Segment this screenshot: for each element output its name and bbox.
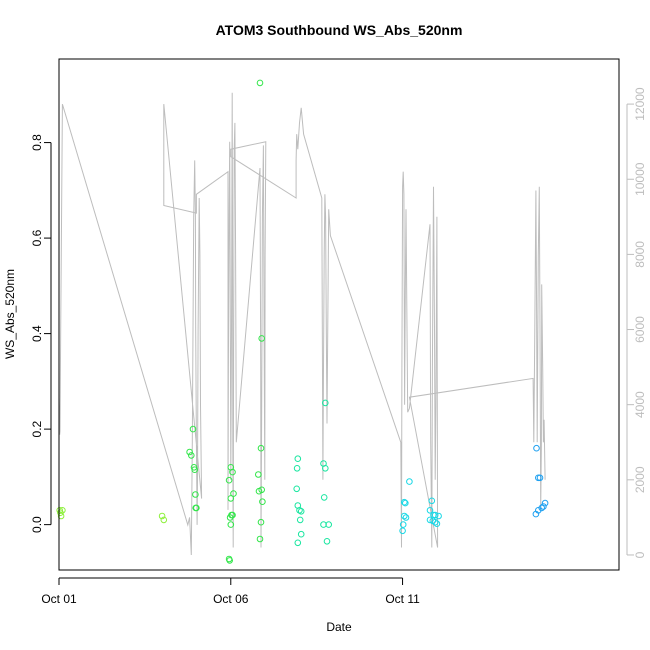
- data-point: [254, 471, 262, 478]
- data-point: [426, 507, 434, 514]
- data-point: [256, 79, 264, 87]
- y-tick-label: 0.8: [30, 134, 44, 151]
- data-point: [322, 465, 329, 472]
- data-point: [188, 452, 195, 459]
- data-point: [294, 539, 302, 547]
- y2-axis: 0 2000 4000 6000 8000 10000 12000: [626, 87, 647, 558]
- data-point: [160, 516, 168, 524]
- data-point: [294, 455, 302, 463]
- y-tick-label: 0.6: [30, 229, 44, 246]
- data-point: [297, 530, 305, 538]
- data-point: [259, 498, 266, 506]
- data-point: [59, 507, 66, 514]
- plot-border: [58, 58, 620, 571]
- data-point: [256, 535, 264, 543]
- data-point: [193, 504, 200, 512]
- y2-tick-label: 8000: [633, 241, 647, 268]
- data-point: [426, 516, 434, 524]
- data-point: [297, 508, 305, 515]
- data-point: [320, 494, 328, 501]
- data-point: [257, 444, 265, 452]
- data-point: [296, 516, 304, 524]
- data-points: [56, 79, 549, 564]
- data-point: [428, 497, 436, 505]
- data-point: [325, 521, 333, 528]
- data-point: [401, 498, 408, 506]
- y-axis-label: WS_Abs_520nm: [3, 269, 17, 359]
- data-point: [226, 557, 233, 564]
- data-point: [435, 512, 442, 520]
- y2-tick-label: 2000: [633, 466, 647, 493]
- data-point: [227, 495, 235, 502]
- data-point: [322, 399, 329, 407]
- altitude-line: [58, 92, 546, 556]
- data-point: [402, 499, 409, 507]
- data-point: [191, 466, 198, 474]
- x-tick-label: Oct 11: [385, 592, 420, 606]
- data-point: [536, 474, 544, 482]
- x-axis-label: Date: [326, 620, 352, 634]
- data-point: [540, 503, 547, 510]
- data-point: [401, 512, 408, 520]
- data-point: [402, 514, 410, 521]
- data-point: [229, 468, 236, 476]
- data-point: [189, 425, 197, 433]
- x-tick-label: Oct 06: [213, 592, 249, 606]
- y2-tick-label: 12000: [633, 87, 647, 121]
- data-point: [399, 527, 406, 535]
- data-point: [158, 512, 166, 520]
- data-point: [186, 448, 193, 456]
- data-point: [406, 478, 413, 485]
- data-point: [257, 518, 265, 526]
- data-point: [399, 521, 407, 528]
- data-point: [533, 444, 540, 452]
- data-point: [293, 465, 301, 472]
- y-axis: 0.0 0.2 0.4 0.6 0.8: [30, 134, 52, 533]
- data-point: [192, 491, 199, 498]
- data-point: [293, 485, 301, 493]
- data-point: [230, 490, 237, 497]
- data-point: [541, 499, 549, 507]
- y2-tick-label: 0: [633, 551, 647, 558]
- data-point: [226, 514, 234, 521]
- altitude-series-line: [58, 92, 546, 556]
- data-point: [431, 511, 439, 519]
- data-point: [225, 476, 233, 484]
- data-point: [433, 520, 441, 528]
- y-tick-label: 0.2: [30, 420, 44, 437]
- data-point: [532, 510, 540, 518]
- y2-tick-label: 6000: [633, 316, 647, 343]
- y2-tick-label: 4000: [633, 391, 647, 418]
- y2-tick-label: 10000: [633, 162, 647, 196]
- data-point: [227, 521, 235, 528]
- y-tick-label: 0.0: [30, 516, 44, 533]
- data-point: [323, 538, 331, 545]
- chart-title: ATOM3 Southbound WS_Abs_520nm: [216, 22, 463, 38]
- data-point: [431, 518, 439, 526]
- data-point: [258, 335, 266, 342]
- data-point: [258, 486, 266, 494]
- x-tick-label: Oct 01: [41, 592, 77, 606]
- y-tick-label: 0.4: [30, 325, 44, 342]
- x-axis: Oct 01 Oct 06 Oct 11: [41, 577, 420, 606]
